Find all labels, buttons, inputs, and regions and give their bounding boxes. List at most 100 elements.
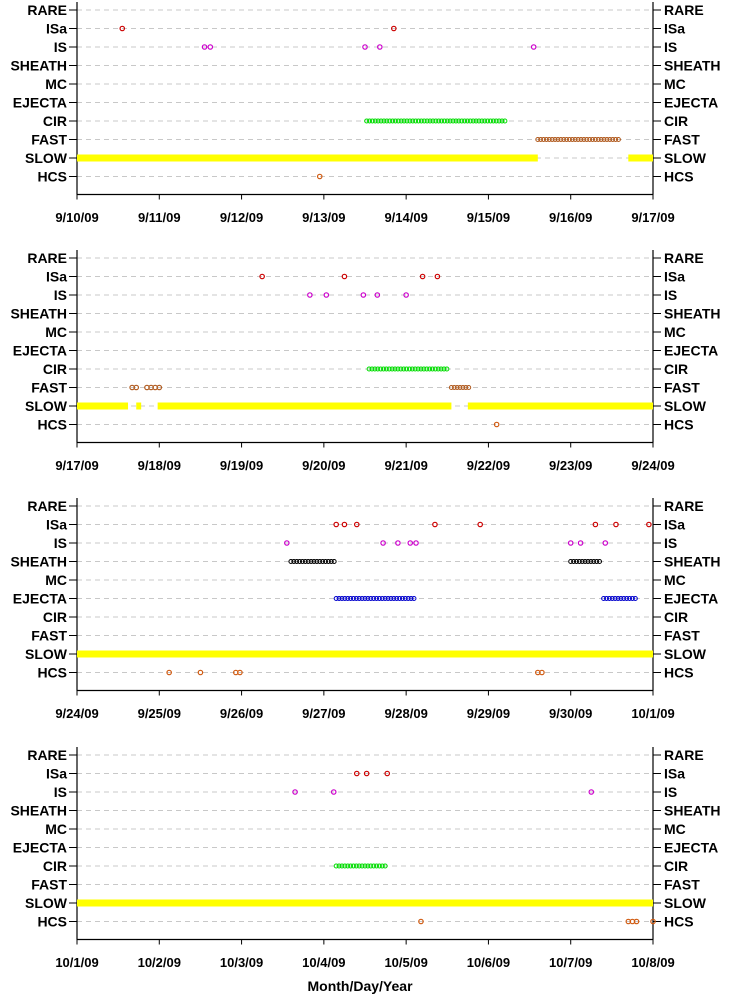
data-point (477, 521, 484, 528)
data-point (490, 118, 496, 124)
data-point (339, 863, 345, 869)
category-label-right: RARE (664, 250, 704, 266)
data-point (401, 366, 407, 372)
data-point (369, 366, 375, 372)
data-point (459, 118, 465, 124)
data-point (328, 559, 334, 564)
category-label-left: CIR (43, 361, 67, 377)
data-point (538, 137, 544, 142)
data-point (395, 118, 401, 124)
data-point (595, 137, 601, 142)
data-point (567, 540, 574, 546)
x-tick-label: 9/12/09 (220, 210, 263, 225)
category-label-left: SHEATH (10, 58, 67, 74)
data-point (362, 596, 368, 601)
x-tick-label: 10/1/09 (631, 706, 674, 721)
series-is (292, 789, 595, 795)
data-point (584, 137, 590, 142)
data-point (353, 770, 360, 777)
category-label-right: MC (664, 76, 686, 92)
data-point (467, 118, 473, 124)
data-point (376, 863, 382, 869)
data-point (601, 596, 607, 601)
data-point (368, 596, 374, 601)
series-is (307, 292, 409, 298)
data-point (341, 521, 348, 528)
data-point (380, 540, 386, 546)
data-point (377, 44, 383, 50)
data-point (413, 118, 419, 124)
data-point (615, 137, 621, 142)
category-label-right: SLOW (664, 398, 707, 414)
series-ejecta (601, 596, 638, 601)
data-point (575, 137, 581, 142)
category-label-right: SLOW (664, 895, 707, 911)
series-slow (77, 402, 653, 410)
data-point (201, 44, 208, 50)
data-point (342, 863, 348, 869)
data-point (381, 366, 387, 372)
data-point (379, 863, 385, 869)
data-point (323, 292, 330, 298)
x-tick-label: 9/30/09 (549, 706, 592, 721)
x-tick-label: 9/17/09 (631, 210, 674, 225)
category-label-left: IS (54, 784, 67, 800)
x-tick-label: 9/24/09 (55, 706, 98, 721)
x-tick-label: 10/7/09 (549, 955, 592, 970)
series-cir (364, 118, 508, 124)
data-point (604, 596, 610, 601)
category-label-right: EJECTA (664, 95, 718, 111)
data-point (404, 118, 410, 124)
data-point (362, 44, 368, 50)
series-sheath (568, 559, 603, 564)
data-point (493, 421, 500, 428)
data-point (576, 559, 582, 564)
data-point (405, 596, 411, 601)
category-label-left: MC (45, 324, 67, 340)
data-point (353, 596, 359, 601)
data-point (288, 559, 294, 564)
data-point (456, 118, 462, 124)
data-point (392, 366, 398, 372)
data-point (413, 540, 419, 546)
data-point (342, 596, 348, 601)
x-tick-label: 9/14/09 (384, 210, 427, 225)
data-point (311, 559, 317, 564)
category-label-right: CIR (664, 609, 688, 625)
data-point (410, 118, 416, 124)
series-hcs (418, 918, 656, 925)
data-point (369, 118, 375, 124)
category-label-left: SHEATH (10, 306, 67, 322)
data-point (415, 366, 421, 372)
series-isa (333, 521, 652, 528)
data-point (307, 292, 313, 298)
data-point (454, 385, 460, 390)
category-label-right: CIR (664, 858, 688, 874)
data-point (439, 118, 445, 124)
data-point (320, 559, 326, 564)
data-point (499, 118, 505, 124)
series-cir (366, 366, 450, 372)
data-point (412, 366, 418, 372)
data-point (590, 137, 596, 142)
data-point (362, 863, 368, 869)
x-tick-label: 10/1/09 (55, 955, 98, 970)
x-tick-label: 9/18/09 (138, 458, 181, 473)
data-point (421, 118, 427, 124)
x-tick-label: 9/11/09 (138, 210, 181, 225)
data-point (418, 118, 424, 124)
data-point (397, 596, 403, 601)
x-tick-label: 9/22/09 (467, 458, 510, 473)
data-point (434, 273, 441, 280)
data-point (384, 118, 390, 124)
data-point (487, 118, 493, 124)
data-point (598, 137, 604, 142)
category-label-right: MC (664, 572, 686, 588)
chart-panels: RARE RARE ISa ISa IS IS SHEATH SHEATH MC MC EJECTA… (10, 2, 721, 970)
category-label-left: MC (45, 76, 67, 92)
data-point (330, 789, 337, 795)
data-point (606, 596, 612, 601)
panel-1: RARE RARE ISa ISa IS IS SHEATH SHEATH MC MC EJECTA… (10, 2, 721, 225)
data-point (585, 559, 591, 564)
data-point (391, 596, 397, 601)
